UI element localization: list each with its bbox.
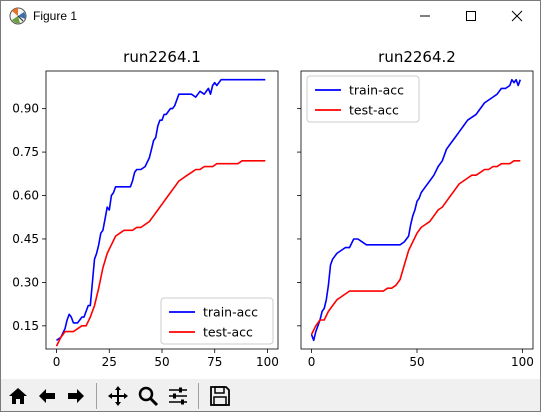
y-tick-label: 0.75	[12, 145, 39, 159]
y-tick-label: 0.45	[12, 232, 39, 246]
back-button[interactable]	[34, 383, 60, 409]
legend-label: test-acc	[203, 325, 253, 340]
zoom-button[interactable]	[135, 383, 161, 409]
x-tick-label: 50	[409, 355, 424, 369]
minimize-button[interactable]	[402, 1, 448, 31]
subplot-2: run2264.2 0 50 100 train-acc test-acc	[297, 48, 534, 369]
home-button[interactable]	[5, 383, 31, 409]
configure-subplots-button[interactable]	[165, 383, 191, 409]
x-tick-label: 25	[102, 355, 117, 369]
home-icon	[9, 388, 27, 404]
matplotlib-logo-icon	[9, 7, 27, 25]
series-line-test-acc	[310, 160, 521, 335]
y-tick-label: 0.60	[12, 189, 39, 203]
window-title: Figure 1	[33, 9, 78, 23]
maximize-button[interactable]	[448, 1, 494, 31]
save-icon	[210, 386, 230, 406]
legend: train-acc test-acc	[306, 75, 420, 123]
subplot-1: run2264.1 0 25 50 75 100 0.15 0.30 0.45 0.60 0.75 0…	[12, 48, 279, 369]
close-icon	[511, 10, 523, 22]
close-button[interactable]	[494, 1, 540, 31]
legend-label: train-acc	[203, 305, 258, 320]
x-tick-label: 50	[154, 355, 169, 369]
toolbar-separator	[96, 383, 97, 409]
x-tick-label: 75	[207, 355, 222, 369]
maximize-icon	[466, 11, 476, 21]
back-arrow-icon	[39, 389, 55, 403]
minimize-icon	[420, 15, 430, 17]
navigation-toolbar	[1, 379, 540, 411]
zoom-magnifier-icon	[138, 386, 159, 407]
toolbar-separator	[198, 383, 199, 409]
pan-move-icon	[108, 386, 128, 406]
series-line-train-acc	[56, 78, 266, 341]
y-tick-label: 0.30	[12, 275, 39, 289]
forward-button[interactable]	[63, 383, 89, 409]
x-tick-label: 100	[256, 355, 279, 369]
y-tick-label: 0.15	[12, 319, 39, 333]
legend: train-acc test-acc	[160, 297, 274, 345]
configure-subplots-icon	[169, 387, 187, 405]
series-line-test-acc	[55, 160, 266, 347]
figure-canvas[interactable]: run2264.1 0 25 50 75 100 0.15 0.30 0.45 0.60 0.75 0…	[1, 31, 540, 379]
series-line-train-acc	[310, 78, 522, 342]
save-button[interactable]	[207, 383, 233, 409]
x-tick-label: 100	[511, 355, 534, 369]
forward-arrow-icon	[68, 389, 84, 403]
legend-label: train-acc	[349, 83, 404, 98]
chart-title: run2264.2	[378, 48, 456, 66]
chart-title: run2264.1	[123, 48, 201, 66]
x-tick-label: 0	[308, 355, 316, 369]
y-tick-label: 0.90	[12, 102, 39, 116]
x-tick-label: 0	[53, 355, 61, 369]
pan-button[interactable]	[105, 383, 131, 409]
title-bar[interactable]: Figure 1	[1, 1, 540, 31]
legend-label: test-acc	[349, 103, 399, 118]
